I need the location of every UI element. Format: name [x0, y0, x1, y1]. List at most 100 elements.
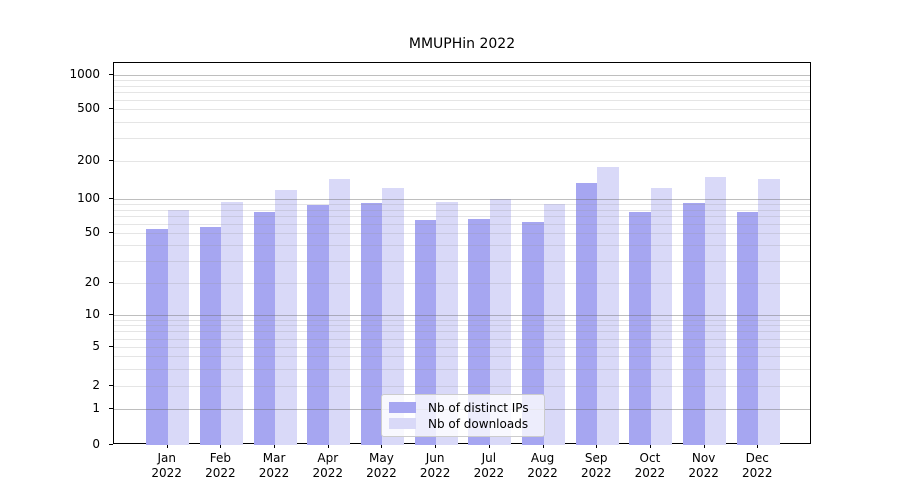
gridline-900: [114, 80, 810, 81]
y-tick-label-10: 10: [84, 307, 100, 321]
bar-ips-may: [360, 203, 383, 445]
y-tick-label-5: 5: [92, 339, 100, 353]
x-tick-label-jul: Jul 2022: [473, 451, 505, 480]
gridline-10: [114, 315, 810, 316]
legend-swatch-downloads: [389, 418, 416, 429]
legend-label-distinct-ips: Nb of distinct IPs: [428, 400, 529, 415]
x-tick-mark-may: [381, 444, 383, 448]
y-tick-label-1000: 1000: [69, 67, 100, 81]
bar-downloads-sep: [597, 166, 619, 445]
y-tick-mark-200: [109, 160, 113, 161]
bar-downloads-jun: [436, 201, 458, 445]
x-tick-mark-dec: [757, 444, 759, 448]
x-tick-label-dec: Dec 2022: [742, 451, 773, 480]
y-tick-mark-20: [109, 282, 113, 283]
y-tick-label-2: 2: [92, 378, 100, 392]
bar-downloads-feb: [221, 201, 243, 445]
bar-downloads-mar: [275, 189, 297, 445]
x-tick-label-jan: Jan 2022: [151, 451, 182, 480]
bar-ips-aug: [522, 221, 544, 445]
gridline-1000: [114, 75, 810, 76]
gridline-70: [114, 216, 810, 217]
x-tick-label-may: May 2022: [366, 451, 397, 480]
legend-swatch-distinct-ips: [389, 402, 416, 413]
y-tick-label-100: 100: [77, 191, 100, 205]
y-tick-mark-5: [109, 346, 113, 347]
y-tick-mark-1000: [109, 74, 113, 75]
x-tick-mark-sep: [596, 444, 598, 448]
bar-ips-oct: [629, 211, 651, 445]
x-tick-mark-nov: [703, 444, 705, 448]
bar-downloads-nov: [704, 176, 727, 445]
gridline-3: [114, 369, 810, 370]
gridline-800: [114, 86, 810, 87]
y-tick-mark-10: [109, 314, 113, 315]
bar-downloads-oct: [650, 188, 673, 445]
bar-ips-jul: [468, 218, 490, 445]
legend: Nb of distinct IPs Nb of downloads: [381, 394, 545, 437]
bar-ips-nov: [683, 202, 705, 445]
gridline-7: [114, 331, 810, 332]
y-tick-label-1: 1: [92, 401, 100, 415]
x-tick-label-nov: Nov 2022: [688, 451, 719, 480]
bar-downloads-jul: [489, 199, 512, 445]
gridline-60: [114, 224, 810, 225]
bar-ips-dec: [736, 211, 759, 445]
x-tick-label-jun: Jun 2022: [419, 451, 451, 480]
bar-ips-apr: [307, 205, 329, 445]
gridline-20: [114, 283, 810, 284]
y-tick-label-20: 20: [84, 275, 100, 289]
x-tick-label-feb: Feb 2022: [205, 451, 236, 480]
bar-downloads-aug: [543, 204, 566, 445]
gridline-2: [114, 386, 810, 387]
bar-downloads-apr: [328, 178, 351, 445]
bar-downloads-may: [382, 188, 404, 445]
gridline-8: [114, 325, 810, 326]
x-tick-label-apr: Apr 2022: [312, 451, 344, 480]
gridline-700: [114, 92, 810, 93]
gridline-90: [114, 204, 810, 205]
gridline-5: [114, 347, 810, 348]
x-tick-label-mar: Mar 2022: [258, 451, 290, 480]
gridline-500: [114, 109, 810, 110]
y-tick-mark-1: [109, 408, 113, 409]
gridline-200: [114, 161, 810, 162]
bar-ips-feb: [199, 227, 222, 445]
x-tick-mark-jul: [488, 444, 490, 448]
y-tick-mark-500: [109, 108, 113, 109]
x-tick-mark-feb: [220, 444, 222, 448]
x-tick-mark-mar: [274, 444, 276, 448]
gridline-9: [114, 320, 810, 321]
x-tick-label-sep: Sep 2022: [580, 451, 612, 480]
y-tick-label-0: 0: [92, 437, 100, 451]
gridline-4: [114, 356, 810, 357]
bar-ips-jan: [146, 229, 168, 445]
y-tick-label-50: 50: [84, 225, 100, 239]
bar-downloads-dec: [758, 178, 780, 445]
bar-ips-mar: [253, 211, 276, 445]
legend-item-downloads: Nb of downloads: [389, 416, 536, 431]
y-tick-mark-100: [109, 198, 113, 199]
legend-item-distinct-ips: Nb of distinct IPs: [389, 400, 536, 415]
gridline-40: [114, 245, 810, 246]
y-tick-label-500: 500: [77, 101, 100, 115]
gridline-50: [114, 233, 810, 234]
x-tick-label-oct: Oct 2022: [634, 451, 666, 480]
bar-ips-jun: [414, 220, 437, 445]
x-tick-mark-apr: [327, 444, 329, 448]
y-tick-mark-2: [109, 385, 113, 386]
x-tick-mark-oct: [649, 444, 651, 448]
chart-title: MMUPHin 2022: [408, 36, 516, 52]
bar-ips-sep: [575, 182, 598, 445]
gridline-30: [114, 261, 810, 262]
gridline-300: [114, 138, 810, 139]
gridline-6: [114, 339, 810, 340]
y-tick-label-200: 200: [77, 153, 100, 167]
x-tick-mark-jan: [166, 444, 168, 448]
plot-area: Nb of distinct IPs Nb of downloads: [113, 62, 811, 445]
gridline-100: [114, 199, 810, 200]
x-tick-mark-aug: [542, 444, 544, 448]
gridline-400: [114, 122, 810, 123]
x-tick-mark-jun: [435, 444, 437, 448]
